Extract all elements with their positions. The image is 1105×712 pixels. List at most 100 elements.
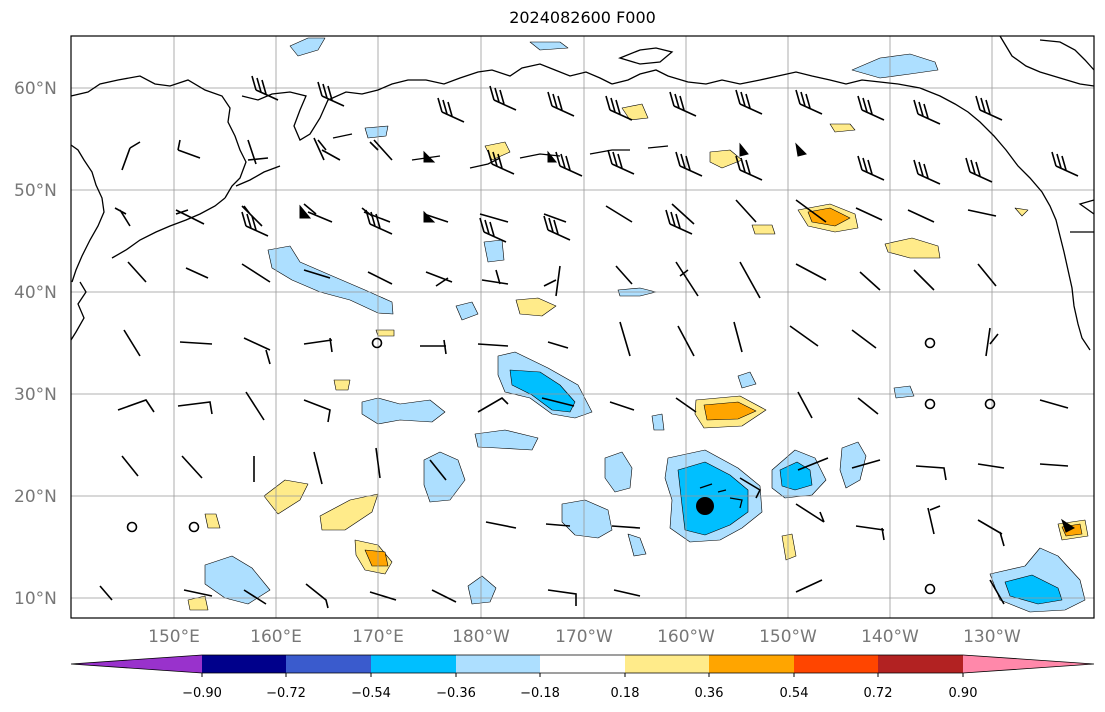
coastline (611, 69, 899, 85)
wind-barb-flag (739, 142, 749, 157)
wind-barb (555, 151, 583, 177)
wind-barb (1051, 151, 1079, 177)
wind-barb (795, 199, 827, 223)
lat-label: 60°N (14, 79, 57, 99)
wind-barb (977, 463, 1005, 469)
wind-barb (479, 217, 507, 243)
wind-barb (675, 397, 697, 413)
anomaly-contour (515, 297, 557, 317)
anomaly-contour (839, 441, 867, 489)
colorbar-cells (70, 654, 1095, 674)
coastline (111, 197, 226, 259)
wind-barb-flag (795, 142, 807, 157)
colorbar-tick-label: 0.54 (780, 686, 809, 701)
lon-label: 160°W (657, 627, 715, 647)
anomaly-contour (781, 533, 797, 561)
colorbar-cell (202, 655, 286, 673)
anomaly-contour (289, 37, 326, 57)
wind-barb (420, 339, 447, 355)
wind-barb (675, 261, 699, 297)
wind-barb (121, 455, 139, 477)
wind-barb (607, 149, 635, 175)
anomaly-contour (375, 329, 395, 337)
wind-barb (547, 589, 577, 606)
wind-barb (965, 157, 993, 183)
wind-barb (605, 205, 633, 223)
wind-barb (175, 209, 205, 225)
anomaly-contour (204, 555, 271, 605)
wind-barb (913, 99, 941, 125)
wind-barb-flag (299, 204, 312, 219)
latitude-labels: 60°N 50°N 40°N 30°N 20°N 10°N (14, 79, 57, 609)
colorbar-tick-label: 0.90 (949, 686, 978, 701)
storm-center (696, 497, 714, 515)
wind-barb (1039, 463, 1069, 467)
wind-barb (855, 207, 883, 221)
colorbar: −0.90 −0.72 −0.54 −0.36 −0.18 0.18 0.36 … (70, 654, 1095, 701)
calm-circle (371, 337, 383, 349)
wind-barb (735, 89, 763, 115)
coastline (70, 75, 247, 199)
wind-barb (613, 589, 641, 597)
coastline (70, 281, 87, 341)
anomaly-contour (187, 595, 209, 611)
wind-barb (735, 199, 757, 223)
coastline (618, 47, 674, 65)
wind-barb (99, 585, 113, 601)
wind-barb (479, 213, 509, 223)
lat-label: 20°N (14, 487, 57, 507)
anomaly-contour (333, 379, 351, 391)
colorbar-cell (456, 655, 540, 673)
colorbar-tick-label: −0.36 (436, 686, 476, 701)
anomaly-contour (604, 451, 633, 493)
anomaly-contour (651, 413, 665, 431)
wind-barb (305, 583, 329, 609)
lat-label: 40°N (14, 283, 57, 303)
colorbar-cell (540, 655, 625, 673)
wind-barb (177, 401, 213, 415)
wind-barb (927, 505, 941, 535)
anomaly-contour (677, 461, 749, 536)
wind-barb (605, 95, 633, 121)
wind-barb (989, 579, 1005, 605)
wind-barb (477, 396, 509, 413)
wind-barb (121, 141, 141, 171)
wind-barb (985, 327, 999, 357)
wind-barb (543, 213, 567, 223)
coastline (699, 483, 743, 509)
wind-barb (369, 139, 393, 161)
colorbar-tick-label: 0.18 (611, 686, 640, 701)
wind-barbs (99, 75, 1079, 609)
wind-barb (547, 91, 575, 117)
wind-barb (477, 343, 509, 347)
lon-label: 130°W (963, 627, 1021, 647)
colorbar-extend-high (963, 655, 1094, 673)
colorbar-tick-label: −0.18 (520, 686, 560, 701)
anomaly-contour (851, 53, 939, 79)
lon-label: 150°E (148, 627, 200, 647)
anomaly-contour (751, 224, 776, 235)
wind-barb (797, 457, 829, 471)
colorbar-extend-low (71, 655, 202, 673)
wind-barb (859, 271, 881, 291)
wind-barb (733, 321, 743, 353)
wind-barb (243, 337, 271, 365)
wind-barb (313, 451, 323, 485)
wind-barb (967, 209, 997, 217)
wind-barb (303, 399, 331, 423)
wind-barb (177, 139, 201, 159)
lat-label: 10°N (14, 589, 57, 609)
wind-barb (241, 211, 269, 237)
anomaly-contour (1004, 574, 1063, 605)
wind-barb (609, 401, 635, 411)
wind-barb (739, 261, 761, 299)
map-frame (70, 35, 1095, 619)
wind-barb (303, 203, 333, 223)
wind-barb (915, 465, 947, 481)
coastline (235, 133, 669, 187)
anomaly-contour (884, 237, 941, 259)
storm-center-marker (696, 497, 714, 515)
wind-barb (367, 271, 393, 285)
wind-barb (795, 89, 823, 115)
